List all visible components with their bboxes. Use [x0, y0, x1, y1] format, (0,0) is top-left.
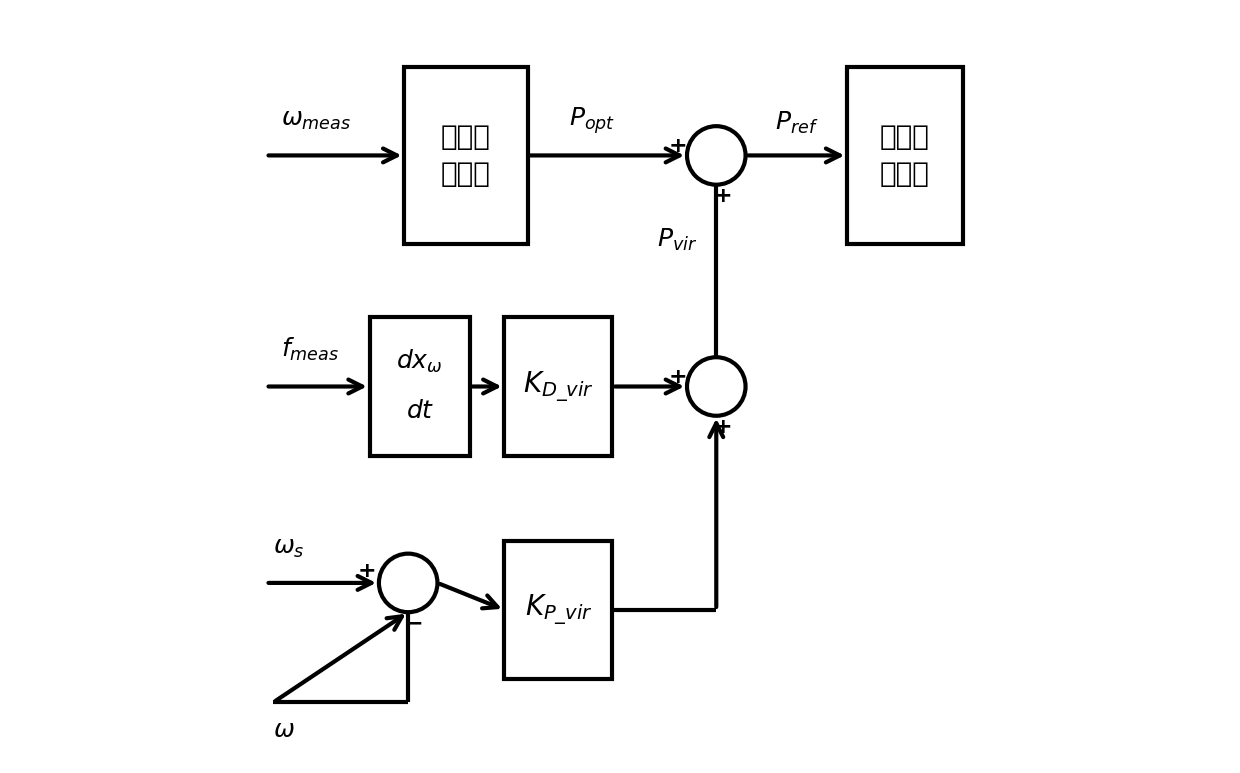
Text: $dx_\omega$: $dx_\omega$ — [397, 349, 443, 376]
Ellipse shape — [687, 357, 745, 416]
Text: 功率跟
踪模块: 功率跟 踪模块 — [441, 123, 491, 188]
Text: $K_{D\_vir}$: $K_{D\_vir}$ — [523, 369, 594, 404]
Bar — [505, 317, 613, 456]
Text: +: + — [358, 561, 377, 581]
Text: $\omega$: $\omega$ — [273, 717, 295, 742]
Ellipse shape — [687, 126, 745, 185]
Text: $f_{meas}$: $f_{meas}$ — [281, 336, 340, 363]
Bar — [847, 66, 962, 244]
Bar — [505, 540, 613, 679]
Bar — [404, 66, 527, 244]
Ellipse shape — [379, 553, 438, 612]
Text: +: + — [713, 186, 732, 206]
Text: $K_{P\_vir}$: $K_{P\_vir}$ — [525, 592, 593, 628]
Text: +: + — [668, 136, 687, 156]
Text: +: + — [668, 367, 687, 387]
Text: $P_{ref}$: $P_{ref}$ — [775, 110, 818, 136]
Text: 转子侧
变频器: 转子侧 变频器 — [880, 123, 930, 188]
Text: +: + — [713, 417, 732, 438]
Text: $P_{opt}$: $P_{opt}$ — [569, 105, 615, 136]
Text: $\omega_s$: $\omega_s$ — [273, 536, 305, 560]
Text: $\omega_{meas}$: $\omega_{meas}$ — [281, 108, 351, 132]
Text: $dt$: $dt$ — [405, 399, 434, 423]
Text: $P_{vir}$: $P_{vir}$ — [657, 227, 697, 254]
Text: −: − — [405, 614, 424, 634]
Bar — [370, 317, 470, 456]
